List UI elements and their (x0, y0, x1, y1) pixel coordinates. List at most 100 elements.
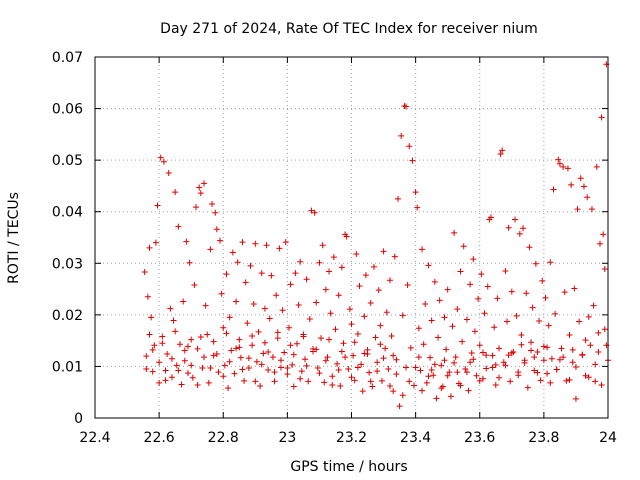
data-point (361, 350, 368, 357)
data-point (420, 341, 427, 348)
data-point (409, 157, 416, 164)
data-point (539, 277, 546, 284)
x-tick-label: 23 (278, 430, 296, 446)
data-point (285, 324, 292, 331)
data-point (507, 378, 514, 385)
data-point (415, 325, 422, 332)
data-point (513, 312, 520, 319)
data-point (293, 340, 300, 347)
data-point (452, 354, 459, 361)
data-point (348, 321, 355, 328)
data-point (209, 200, 216, 207)
data-point (528, 339, 535, 346)
data-point (241, 377, 248, 384)
data-point (151, 342, 158, 349)
data-point (443, 346, 450, 353)
data-point (207, 364, 214, 371)
data-point (592, 378, 599, 385)
chart-title: Day 271 of 2024, Rate Of TEC Index for r… (160, 21, 538, 37)
data-point (571, 285, 578, 292)
data-point (579, 351, 586, 358)
data-point (298, 368, 305, 375)
data-point (239, 239, 246, 246)
data-point (338, 264, 345, 271)
data-point (274, 335, 281, 342)
data-point (201, 180, 208, 187)
data-point (350, 352, 357, 359)
data-point (497, 150, 504, 157)
data-point (375, 287, 382, 294)
data-point (495, 345, 502, 352)
data-point (327, 310, 334, 317)
data-point (277, 357, 284, 364)
data-point (415, 354, 422, 361)
y-tick-label: 0.07 (52, 50, 83, 66)
data-point (386, 277, 393, 284)
data-point (263, 242, 270, 249)
data-point (537, 377, 544, 384)
data-point (422, 301, 429, 308)
data-point (518, 331, 525, 338)
data-point (277, 364, 284, 371)
x-tick-label: 23.4 (400, 430, 431, 446)
data-point (143, 353, 150, 360)
data-point (148, 314, 155, 321)
data-point (399, 392, 406, 399)
data-point (540, 343, 547, 350)
data-point (508, 288, 515, 295)
data-point (300, 333, 307, 340)
data-point (332, 326, 339, 333)
data-point (561, 289, 568, 296)
data-point (358, 361, 365, 368)
data-point (213, 351, 220, 358)
data-point (173, 362, 180, 369)
data-point (441, 357, 448, 364)
data-point (431, 361, 438, 368)
data-point (399, 312, 406, 319)
data-point (202, 302, 209, 309)
data-point (335, 292, 342, 299)
data-point (564, 165, 571, 172)
data-point (451, 359, 458, 366)
data-point (168, 355, 175, 362)
data-point (556, 356, 563, 363)
data-point (160, 158, 167, 165)
data-point (540, 357, 547, 364)
data-point (164, 351, 171, 358)
data-point (316, 259, 323, 266)
data-point (279, 307, 286, 314)
data-point (314, 364, 321, 371)
data-point (362, 272, 369, 279)
data-point (311, 209, 318, 216)
data-point (451, 229, 458, 236)
data-point (467, 359, 474, 366)
data-point (370, 263, 377, 270)
data-point (411, 382, 418, 389)
data-point (201, 354, 208, 361)
data-point (313, 346, 320, 353)
data-point (318, 335, 325, 342)
data-point (524, 384, 531, 391)
data-point (156, 359, 163, 366)
data-point (406, 143, 413, 150)
data-point (152, 239, 159, 246)
data-point (457, 382, 464, 389)
data-point (556, 160, 563, 167)
data-point (226, 314, 233, 321)
data-point (191, 281, 198, 288)
data-point (245, 355, 252, 362)
data-point (146, 331, 153, 338)
data-point (518, 341, 525, 348)
data-point (471, 328, 478, 335)
data-point (505, 352, 512, 359)
data-point (146, 244, 153, 251)
data-point (454, 306, 461, 313)
data-point (403, 103, 410, 110)
data-point (194, 345, 201, 352)
data-point (593, 163, 600, 170)
y-tick-label: 0.03 (52, 256, 83, 272)
data-point (483, 365, 490, 372)
data-point (290, 351, 297, 358)
data-point (566, 331, 573, 338)
data-point (276, 245, 283, 252)
